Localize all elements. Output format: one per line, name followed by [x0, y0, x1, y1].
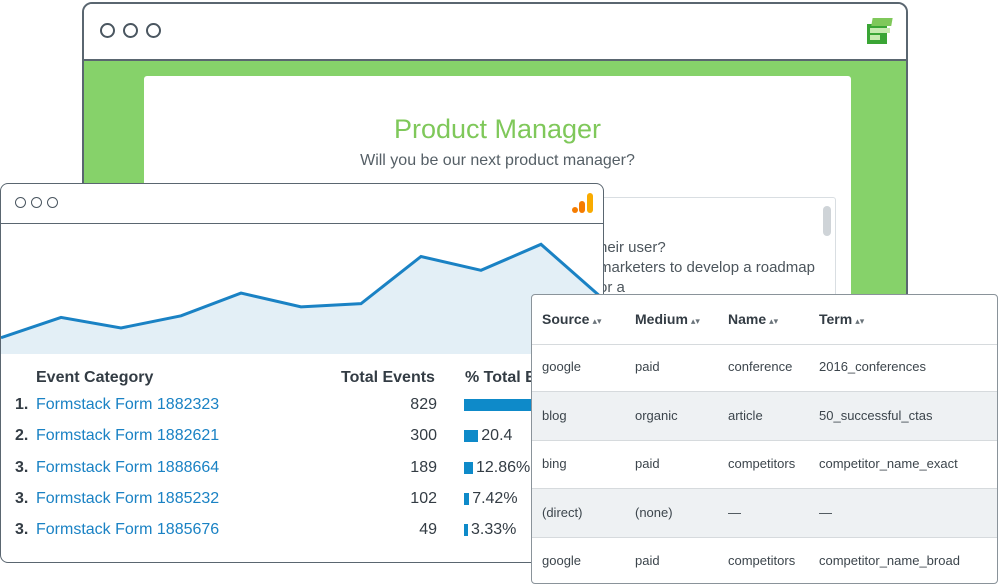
analytics-titlebar [1, 184, 603, 224]
event-category-link[interactable]: Formstack Form 1885676 [36, 521, 220, 539]
pct-value: 20.4 [481, 427, 513, 445]
col-pct-total-events[interactable]: % Total E [465, 369, 536, 386]
name-cell: competitors [728, 456, 796, 472]
table-row: 3. Formstack Form 1885232 102 7.42% [1, 489, 603, 521]
term-cell: 2016_conferences [819, 359, 926, 374]
form-subtitle: Will you be our next product manager? [360, 152, 635, 169]
textarea-scrollbar[interactable] [823, 206, 831, 236]
sort-icon[interactable]: ▴▾ [690, 316, 700, 326]
analytics-window: Event Category Total Events % Total E 1.… [0, 183, 604, 563]
chart-area [1, 244, 601, 354]
minimize-window-icon[interactable] [31, 197, 42, 208]
events-chart [1, 242, 602, 354]
table-row: (direct) (none) — — [532, 488, 997, 538]
pct-bar [464, 430, 479, 443]
table-row: blog organic article 50_successful_ctas [532, 391, 997, 441]
event-category-link[interactable]: Formstack Form 1885232 [36, 489, 220, 507]
table-row: 3. Formstack Form 1888664 189 12.86% [1, 458, 603, 490]
event-category-link[interactable]: Formstack Form 1888664 [36, 458, 220, 476]
medium-cell: paid [635, 553, 660, 569]
maximize-window-icon[interactable] [47, 197, 58, 208]
event-category-link[interactable]: Formstack Form 1882621 [36, 427, 220, 445]
close-window-icon[interactable] [100, 23, 115, 38]
formstack-titlebar [84, 4, 906, 61]
name-cell: competitors [728, 553, 796, 569]
source-cell: google [542, 359, 582, 374]
medium-cell: paid [635, 359, 660, 374]
source-cell: (direct) [542, 504, 583, 520]
pct-bar [464, 461, 473, 474]
source-cell: blog [542, 407, 567, 423]
medium-cell: paid [635, 456, 660, 472]
term-cell: competitor_name_broad [819, 553, 960, 569]
source-table-header: Source ▴▾ Medium ▴▾ Name ▴▾ Term ▴▾ [532, 295, 997, 345]
analytics-logo-icon [572, 193, 593, 213]
term-cell: — [819, 504, 832, 520]
minimize-window-icon[interactable] [123, 23, 138, 38]
name-cell: article [728, 407, 763, 423]
table-row: google paid conference 2016_conferences [532, 343, 997, 392]
name-cell: — [728, 504, 741, 520]
campaign-source-window: Source ▴▾ Medium ▴▾ Name ▴▾ Term ▴▾ google pa… [531, 294, 998, 584]
pct-bar [464, 399, 534, 411]
window-controls [100, 23, 161, 38]
total-events-value: 49 [419, 521, 437, 539]
sort-icon[interactable]: ▴▾ [769, 316, 779, 326]
term-cell: competitor_name_exact [819, 456, 958, 472]
event-category-link[interactable]: Formstack Form 1882323 [36, 396, 220, 413]
sort-icon[interactable]: ▴▾ [592, 316, 602, 326]
table-row: 2. Formstack Form 1882621 300 20.4 [1, 427, 603, 458]
pct-value: 3.33% [471, 521, 517, 539]
sort-icon[interactable]: ▴▾ [855, 316, 865, 326]
total-events-value: 102 [410, 489, 437, 507]
name-cell: conference [728, 359, 793, 374]
term-cell: 50_successful_ctas [819, 407, 933, 423]
row-rank: 2. [15, 427, 29, 445]
col-total-events[interactable]: Total Events [341, 369, 435, 386]
pct-bar [464, 492, 470, 505]
textarea-text: heir user? marketers to develop a roadma… [599, 239, 815, 296]
table-row: bing paid competitors competitor_name_exact [532, 440, 997, 490]
col-event-category[interactable]: Event Category [36, 369, 154, 386]
col-medium[interactable]: Medium ▴▾ [635, 311, 700, 327]
row-rank: 3. [15, 489, 29, 507]
pct-value: 7.42% [472, 489, 518, 507]
col-source[interactable]: Source ▴▾ [542, 311, 602, 327]
pct-bar [464, 524, 468, 537]
medium-cell: organic [635, 407, 678, 423]
col-name[interactable]: Name ▴▾ [728, 311, 779, 327]
table-row: google paid competitors competitor_name_bro… [532, 537, 997, 583]
row-rank: 3. [15, 458, 29, 476]
total-events-value: 300 [410, 427, 437, 445]
formstack-logo-icon [867, 18, 893, 44]
table-row: 3. Formstack Form 1885676 49 3.33% [1, 521, 603, 552]
close-window-icon[interactable] [15, 197, 26, 208]
total-events-value: 189 [410, 458, 437, 476]
source-cell: google [542, 553, 582, 569]
maximize-window-icon[interactable] [146, 23, 161, 38]
table-row: 1. Formstack Form 1882323 829 [1, 396, 603, 427]
window-controls [15, 197, 58, 208]
form-title: Product Manager [393, 114, 602, 144]
answer-textarea[interactable]: heir user? marketers to develop a roadma… [586, 197, 836, 309]
medium-cell: (none) [635, 504, 673, 520]
row-rank: 1. [15, 396, 29, 413]
col-term[interactable]: Term ▴▾ [819, 311, 865, 327]
row-rank: 3. [15, 521, 29, 539]
pct-value: 12.86% [476, 458, 531, 476]
total-events-value: 829 [410, 396, 437, 413]
source-cell: bing [542, 456, 567, 472]
